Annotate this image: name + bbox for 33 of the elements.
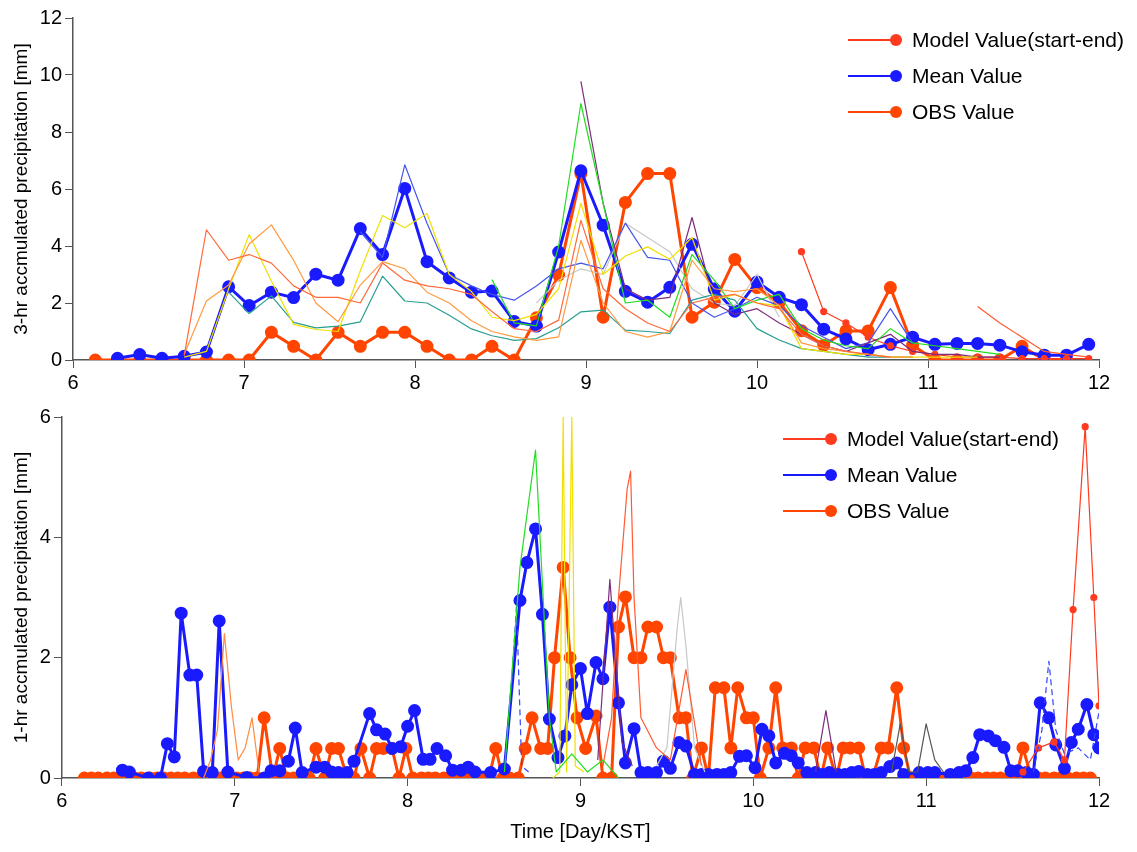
x-tick-label: 12 — [1087, 370, 1111, 393]
x-tick-label: 9 — [580, 370, 592, 393]
legend-label: OBS Value — [912, 99, 1015, 125]
y-axis-title: 1-hr accmulated precipitation [mm] — [9, 451, 31, 744]
y-tick-label: 8 — [50, 119, 63, 142]
legend-label: Mean Value — [912, 63, 1023, 89]
x-tick-label: 12 — [1087, 788, 1111, 811]
x-tick-label: 11 — [917, 370, 939, 393]
x-tick-label: 6 — [67, 370, 79, 393]
x-tick-label: 9 — [574, 788, 587, 811]
legend-label: Model Value(start-end) — [847, 426, 1060, 452]
y-tick-label: 4 — [39, 524, 51, 547]
legend-label: Mean Value — [847, 462, 958, 488]
x-tick-label: 8 — [409, 370, 421, 393]
y-tick-label: 0 — [50, 347, 63, 370]
legend-label: Model Value(start-end) — [912, 27, 1125, 53]
x-tick-label: 10 — [742, 788, 765, 811]
y-tick-label: 10 — [39, 62, 63, 85]
x-tick-label: 10 — [745, 370, 769, 393]
y-tick-label: 2 — [50, 290, 63, 313]
x-tick-label: 8 — [402, 788, 414, 811]
x-tick-label: 7 — [238, 370, 250, 393]
y-tick-label: 2 — [39, 645, 51, 668]
x-axis-title: Time [Day/KST] — [510, 819, 651, 842]
y-axis-title: 3-hr accmulated precipitation [mm] — [9, 43, 31, 335]
y-tick-label: 0 — [39, 765, 51, 788]
legend-label: OBS Value — [847, 498, 950, 524]
y-tick-label: 4 — [50, 233, 63, 256]
y-tick-label: 6 — [39, 404, 51, 427]
x-tick-label: 7 — [229, 788, 241, 811]
x-tick-label: 11 — [915, 788, 937, 811]
y-tick-label: 6 — [50, 176, 63, 199]
y-tick-label: 12 — [39, 5, 63, 28]
